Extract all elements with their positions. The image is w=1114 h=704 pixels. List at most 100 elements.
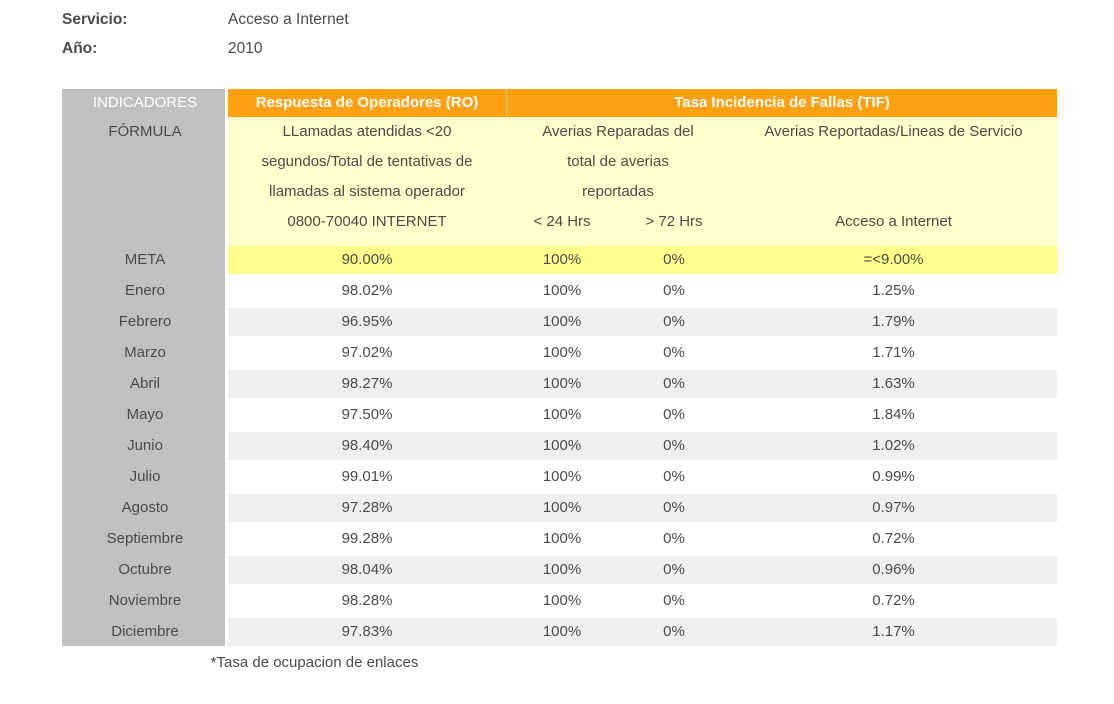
table-row: Febrero 96.95% 100% 0% 1.79% xyxy=(62,308,1057,336)
footnote: *Tasa de ocupacion de enlaces xyxy=(210,654,419,671)
formula-tif-repairs-line: Averias Reparadas del xyxy=(542,123,694,140)
table-body: META 90.00% 100% 0% =<9.00% Enero 98.02%… xyxy=(62,246,1057,646)
row-label: Agosto xyxy=(121,499,169,516)
gt72-value: 0% xyxy=(618,308,730,336)
gt72-value: 0% xyxy=(618,432,730,460)
row-label: Septiembre xyxy=(106,530,184,547)
table-row: Abril 98.27% 100% 0% 1.63% xyxy=(62,370,1057,398)
column-subheader-ro: 0800-70040 INTERNET xyxy=(287,213,447,230)
row-label: Marzo xyxy=(124,344,166,361)
gt72-value: 0% xyxy=(618,339,730,367)
row-label: Diciembre xyxy=(111,623,179,640)
gt72-value: 0% xyxy=(618,618,730,646)
table-row: Diciembre 97.83% 100% 0% 1.17% xyxy=(62,618,1057,646)
gt72-value: 0% xyxy=(618,463,730,491)
tif-value: 0.72% xyxy=(730,525,1057,553)
lt24-value: 100% xyxy=(506,432,618,460)
row-label: Enero xyxy=(124,282,166,299)
table-row: Agosto 97.28% 100% 0% 0.97% xyxy=(62,494,1057,522)
row-label: Junio xyxy=(127,437,163,454)
year-row: Año: 2010 xyxy=(62,34,349,63)
gt72-value: 0% xyxy=(618,494,730,522)
formula-ro-cell: LLamadas atendidas <20 segundos/Total de… xyxy=(228,117,506,246)
formula-ro-line: llamadas al sistema operador xyxy=(269,183,465,200)
column-subheader-lt24: < 24 Hrs xyxy=(533,213,591,230)
gt72-value: 0% xyxy=(618,525,730,553)
tif-value: 0.97% xyxy=(730,494,1057,522)
report-header: Servicio: Acceso a Internet Año: 2010 xyxy=(62,5,349,63)
lt24-value: 100% xyxy=(506,525,618,553)
formula-tif-reports-cell: Averias Reportadas/Lineas de Servicio Ac… xyxy=(730,117,1057,246)
tif-value: 0.72% xyxy=(730,587,1057,615)
ro-value: 97.50% xyxy=(228,401,506,429)
row-label: Julio xyxy=(129,468,161,485)
ro-value: 98.40% xyxy=(228,432,506,460)
tif-value: 1.17% xyxy=(730,618,1057,646)
row-label: Febrero xyxy=(118,313,172,330)
lt24-value: 100% xyxy=(506,308,618,336)
lt24-value: 100% xyxy=(506,618,618,646)
table-row: META 90.00% 100% 0% =<9.00% xyxy=(62,246,1057,274)
gt72-value: 0% xyxy=(618,556,730,584)
formula-tif-repairs-cell: Averias Reparadas del total de averias r… xyxy=(506,117,730,246)
row-label: Octubre xyxy=(118,561,172,578)
ro-value: 97.83% xyxy=(228,618,506,646)
table-group-header-row: INDICADORES Respuesta de Operadores (RO)… xyxy=(62,89,1057,117)
lt24-value: 100% xyxy=(506,277,618,305)
ro-value: 97.02% xyxy=(228,339,506,367)
table-row: Noviembre 98.28% 100% 0% 0.72% xyxy=(62,587,1057,615)
row-label: Noviembre xyxy=(108,592,182,609)
lt24-value: 100% xyxy=(506,556,618,584)
formula-ro-line: segundos/Total de tentativas de xyxy=(261,153,473,170)
formula-spacer xyxy=(730,147,1057,207)
column-subheader-gt72: > 72 Hrs xyxy=(645,213,703,230)
formula-ro-line: LLamadas atendidas <20 xyxy=(282,123,452,140)
ro-value: 90.00% xyxy=(228,246,506,274)
gt72-value: 0% xyxy=(618,246,730,274)
ro-value: 97.28% xyxy=(228,494,506,522)
ro-value: 99.01% xyxy=(228,463,506,491)
ro-value: 98.04% xyxy=(228,556,506,584)
tif-value: =<9.00% xyxy=(730,246,1057,274)
gt72-value: 0% xyxy=(618,277,730,305)
group-header-ro: Respuesta de Operadores (RO) xyxy=(228,89,506,117)
table-row: Junio 98.40% 100% 0% 1.02% xyxy=(62,432,1057,460)
table-row: Octubre 98.04% 100% 0% 0.96% xyxy=(62,556,1057,584)
service-label: Servicio: xyxy=(62,11,128,28)
ro-value: 96.95% xyxy=(228,308,506,336)
lt24-value: 100% xyxy=(506,587,618,615)
lt24-value: 100% xyxy=(506,494,618,522)
service-row: Servicio: Acceso a Internet xyxy=(62,5,349,34)
lt24-value: 100% xyxy=(506,370,618,398)
tif-value: 0.96% xyxy=(730,556,1057,584)
indicators-table: INDICADORES Respuesta de Operadores (RO)… xyxy=(62,89,1057,649)
table-row: Enero 98.02% 100% 0% 1.25% xyxy=(62,277,1057,305)
indicators-header: INDICADORES xyxy=(92,94,198,111)
tif-value: 1.25% xyxy=(730,277,1057,305)
label-column-background xyxy=(62,89,225,646)
table-row: Julio 99.01% 100% 0% 0.99% xyxy=(62,463,1057,491)
lt24-value: 100% xyxy=(506,463,618,491)
gt72-value: 0% xyxy=(618,370,730,398)
group-header-tif: Tasa Incidencia de Fallas (TIF) xyxy=(506,89,1057,117)
tif-value: 1.02% xyxy=(730,432,1057,460)
service-value: Acceso a Internet xyxy=(228,11,349,28)
table-row: Marzo 97.02% 100% 0% 1.71% xyxy=(62,339,1057,367)
year-label: Año: xyxy=(62,40,98,57)
year-value: 2010 xyxy=(228,40,263,57)
table-row: Mayo 97.50% 100% 0% 1.84% xyxy=(62,401,1057,429)
tif-value: 1.79% xyxy=(730,308,1057,336)
lt24-value: 100% xyxy=(506,401,618,429)
tif-value: 0.99% xyxy=(730,463,1057,491)
ro-value: 98.27% xyxy=(228,370,506,398)
row-label: Mayo xyxy=(126,406,164,423)
ro-value: 99.28% xyxy=(228,525,506,553)
row-label: META xyxy=(124,251,166,268)
tif-value: 1.84% xyxy=(730,401,1057,429)
lt24-value: 100% xyxy=(506,246,618,274)
formula-header: FÓRMULA xyxy=(108,123,182,140)
gt72-value: 0% xyxy=(618,587,730,615)
ro-value: 98.02% xyxy=(228,277,506,305)
row-label: Abril xyxy=(129,375,160,392)
formula-tif-repairs-line: total de averias xyxy=(567,153,669,170)
